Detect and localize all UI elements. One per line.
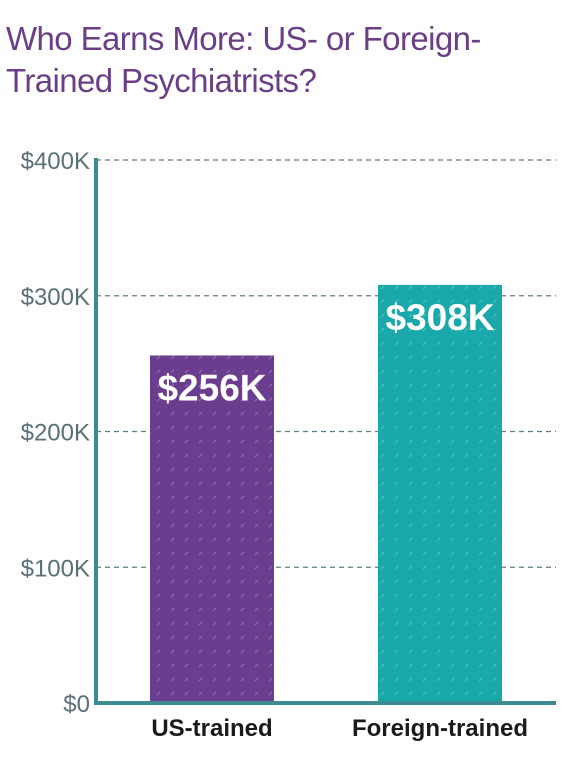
- chart-title: Who Earns More: US- or Foreign-Trained P…: [6, 20, 481, 99]
- bar-value-label: $308K: [385, 297, 494, 338]
- bar-value-label: $256K: [157, 367, 266, 408]
- bar: [150, 355, 274, 703]
- y-tick-label: $300K: [21, 284, 90, 311]
- y-tick-label: $0: [63, 691, 90, 718]
- bar: [378, 284, 502, 703]
- axes: [94, 158, 556, 705]
- labels: $0 $100K $200K $300K $400K $256K US-trained $30…: [21, 148, 528, 742]
- y-tick-label: $200K: [21, 420, 90, 447]
- x-tick-label: US-trained: [151, 715, 272, 742]
- bars: [150, 284, 502, 703]
- y-tick-label: $400K: [21, 148, 90, 175]
- x-tick-label: Foreign-trained: [352, 715, 528, 742]
- y-tick-label: $100K: [21, 555, 90, 582]
